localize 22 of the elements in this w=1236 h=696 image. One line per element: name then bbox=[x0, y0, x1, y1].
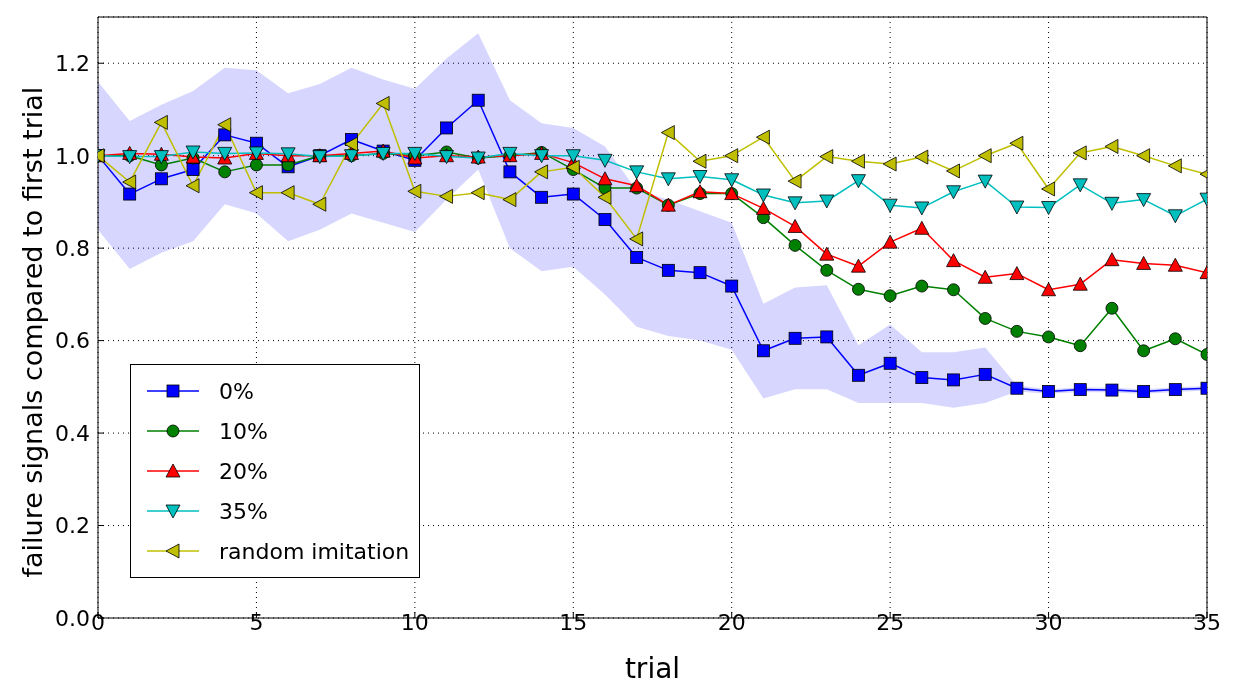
x-axis-title: trial bbox=[624, 652, 681, 685]
y-tick-label: 0.0 bbox=[55, 605, 90, 631]
legend-label: 35% bbox=[219, 498, 268, 524]
x-tick-label: 30 bbox=[1034, 609, 1063, 635]
y-tick-label: 0.8 bbox=[55, 235, 90, 261]
x-tick-label: 25 bbox=[876, 609, 905, 635]
legend-label: random imitation bbox=[219, 538, 410, 564]
legend-label: 10% bbox=[219, 418, 268, 444]
y-tick-label: 1.2 bbox=[55, 51, 90, 77]
legend-label: 0% bbox=[219, 378, 254, 404]
y-tick-label: 0.6 bbox=[55, 328, 90, 354]
x-tick-label: 5 bbox=[249, 609, 264, 635]
x-tick-label: 35 bbox=[1193, 609, 1221, 635]
y-tick-label: 1.0 bbox=[55, 143, 90, 169]
x-tick-label: 0 bbox=[91, 609, 105, 635]
y-tick-label: 0.2 bbox=[55, 513, 90, 539]
y-axis-title: failure signals compared to first trial bbox=[16, 86, 48, 578]
x-tick-label: 10 bbox=[400, 609, 429, 635]
x-tick-label: 20 bbox=[717, 609, 746, 635]
x-tick-label: 15 bbox=[559, 609, 588, 635]
y-tick-label: 0.4 bbox=[55, 420, 90, 446]
legend-label: 20% bbox=[219, 458, 268, 484]
